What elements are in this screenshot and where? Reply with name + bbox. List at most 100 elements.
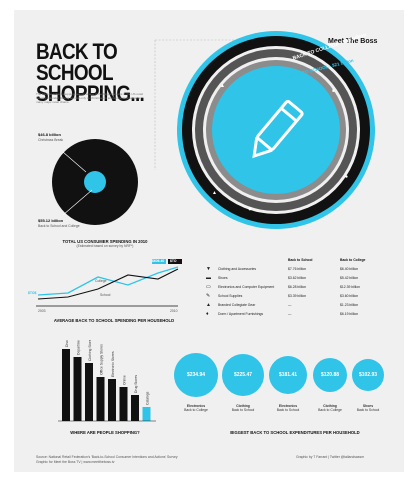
donut-outer-value: $46.8 billion xyxy=(38,132,61,137)
bubble-value: $225.47 xyxy=(233,372,253,378)
bar-chart-title: WHERE ARE PEOPLE SHOPPING? xyxy=(70,430,140,435)
bar-label: Online xyxy=(123,375,127,385)
cap-icon: ▲ xyxy=(206,302,211,308)
table-row-college: $6.40 billion xyxy=(340,267,359,271)
pencil-icon xyxy=(252,99,304,159)
footer-source: Source: National Retail Federation's 'Ba… xyxy=(36,455,178,459)
ring-icon-4: ◆ xyxy=(248,206,252,212)
inner-blue-disc xyxy=(212,66,340,194)
bar-0 xyxy=(62,349,70,421)
table-row-label: Dorm / Apartment Furnishings xyxy=(218,312,264,316)
bubble-caption: Shoes Back to School xyxy=(345,404,391,412)
col-college-header: Back to College xyxy=(340,258,366,262)
pencil-icon: ✎ xyxy=(206,293,211,299)
ring-icon-5: ▲ xyxy=(212,190,217,196)
shopping-bar-chart: Discount Stores Department Stores Clothing… xyxy=(58,340,156,422)
bar-label: Discount Stores xyxy=(65,340,69,347)
expenditure-bubble: $181.41 xyxy=(269,356,307,394)
table-row-college: $12.39 billion xyxy=(340,285,360,289)
series-school-label: School xyxy=(100,293,111,297)
bubble-caption: Clothing Back to School xyxy=(220,404,266,412)
table-row-label: Branded Collegiate Gear xyxy=(218,303,256,307)
brand-name: Meet The Boss xyxy=(328,38,378,45)
shoe-icon: ▬ xyxy=(206,275,211,281)
bar-label: Clothing Stores xyxy=(88,340,92,361)
table-row-college: $1.23 billion xyxy=(340,303,359,307)
table-row: ▼ Clothing and Accessories $7.76 billion $6… xyxy=(206,266,378,273)
col-school-header: Back to School xyxy=(288,258,313,262)
bubble-caption: Electronics Back to School xyxy=(265,404,311,412)
bar-2 xyxy=(85,363,93,421)
footer-credit-right: Graphic by T Farrant | Twitter @tallands… xyxy=(296,455,365,459)
intro-text: The back-to-school shopping season is on… xyxy=(36,92,143,104)
line-chart-title: AVERAGE BACK TO SCHOOL SPENDING PER HOUS… xyxy=(53,318,175,323)
household-line-chart xyxy=(36,259,182,307)
table-row-school: $6.28 billion xyxy=(288,285,307,289)
lamp-icon: ♦ xyxy=(206,311,209,317)
x-tick-start: 2003 xyxy=(38,309,46,313)
footer-credit-left: Graphic for Meet the Boss TV | www.meett… xyxy=(36,460,115,464)
bubble-value: $234.94 xyxy=(186,372,206,378)
bar-label: Electronic Stores xyxy=(111,351,115,377)
bubble-subcategory: Back to College xyxy=(184,408,208,413)
expenditure-bubble: $234.94 xyxy=(174,353,218,397)
expenditure-bubble: $225.47 xyxy=(222,354,264,396)
ring-icon-3: ● xyxy=(345,174,348,180)
bar-6 xyxy=(131,395,139,421)
series-college-label: College xyxy=(95,279,107,283)
bar-label: Catalogs xyxy=(146,391,150,405)
bar-1 xyxy=(73,357,82,421)
table-row-label: Electronics and Computer Equipment xyxy=(218,285,275,289)
page-title: BACK TO SCHOOL SHOPPING... xyxy=(36,39,145,106)
table-row-school: — xyxy=(288,303,292,307)
x-tick-end: 2010 xyxy=(170,309,178,313)
table-row-school: $3.39 billion xyxy=(288,294,307,298)
donut-inner-value: $55.12 billion xyxy=(38,218,64,223)
table-row-school: $7.76 billion xyxy=(288,267,307,271)
table-row: ▭ Electronics and Computer Equipment $6.28… xyxy=(206,284,378,291)
table-row: ✎ School Supplies $3.39 billion $3.60 billi… xyxy=(206,293,378,300)
table-row-college: $5.42 billion xyxy=(340,276,359,280)
bar-label: Office Supply Stores xyxy=(100,344,104,375)
donut-inner xyxy=(84,171,106,193)
computer-icon: ▭ xyxy=(206,284,211,290)
table-row-label: Shoes xyxy=(218,276,228,280)
line-start-label: $TO$ xyxy=(28,291,37,295)
bar-7 xyxy=(142,407,151,421)
bubble-subcategory: Back to College xyxy=(318,408,342,413)
expenditure-bubble: $120.88 xyxy=(313,358,347,392)
bubble-subcategory: Back to School xyxy=(356,408,380,413)
bubble-category: Shoes xyxy=(362,404,374,408)
table-row-college: $3.60 billion xyxy=(340,294,359,298)
bubble-category: Clothing xyxy=(236,404,250,408)
table-row: ▲ Branded Collegiate Gear — $1.23 billion xyxy=(206,302,378,309)
bar-label: Drug Stores xyxy=(134,375,138,393)
line-end-label-2: $TO xyxy=(170,259,177,263)
table-row: ♦ Dorm / Apartment Furnishings — $6.19 bill… xyxy=(206,311,378,318)
donut-inner-caption: Back to School and College xyxy=(38,224,80,228)
donut-subtitle: (Estimated based on survey by NRF*) xyxy=(76,244,134,248)
table-row-label: Clothing and Accessories xyxy=(218,267,257,271)
expenditure-bubble: $102.93 xyxy=(352,359,384,391)
bubbles-title: BIGGEST BACK TO SCHOOL EXPENDITURES PER … xyxy=(230,430,360,435)
bubble-caption: Clothing Back to College xyxy=(307,404,353,412)
bubble-subcategory: Back to School xyxy=(276,408,300,413)
series-college-line xyxy=(37,266,179,296)
table-row-school: — xyxy=(288,312,292,316)
bar-3 xyxy=(96,377,105,421)
bubble-category: Electronics xyxy=(186,404,206,408)
bubble-category: Electronics xyxy=(278,404,298,408)
shirt-icon: ▼ xyxy=(206,266,211,272)
spending-donut xyxy=(52,139,138,225)
bubble-category: Clothing xyxy=(323,404,337,408)
bar-5 xyxy=(119,387,128,421)
brand-logo: Meet The Boss xyxy=(328,38,377,45)
line-end-label-1: $606.40 xyxy=(152,259,165,263)
bubble-caption: Electronics Back to College xyxy=(173,404,219,412)
bubble-value: $181.41 xyxy=(278,372,298,378)
bubble-subcategory: Back to School xyxy=(231,408,255,413)
bubble-value: $120.88 xyxy=(320,372,340,378)
bubble-value: $102.93 xyxy=(358,372,378,378)
